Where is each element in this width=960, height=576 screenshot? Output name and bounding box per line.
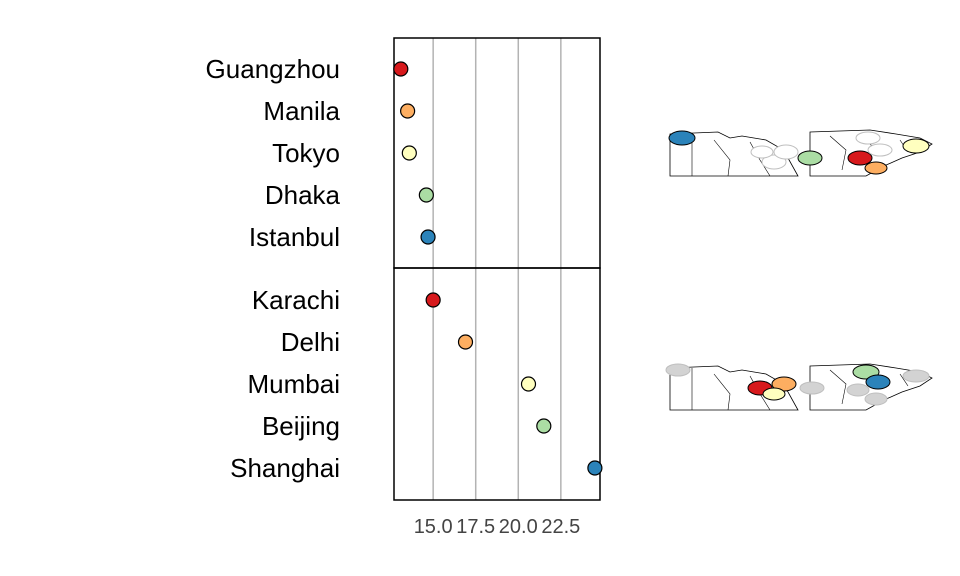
data-points (393, 61, 603, 476)
map-marker (855, 131, 881, 145)
map-border (713, 139, 731, 177)
map-landmass (669, 365, 799, 411)
x-axis-tick-labels: 15.0 17.5 20.0 22.5 (414, 516, 581, 538)
map-marker (864, 161, 888, 175)
data-point (400, 103, 416, 119)
gridlines (432, 38, 562, 500)
map-marker (902, 369, 930, 383)
data-point (420, 229, 436, 245)
data-point (401, 145, 417, 161)
map-marker (867, 143, 893, 157)
city-label: Manila (263, 96, 340, 126)
x-tick-label: 17.5 (456, 516, 495, 538)
map-marker (799, 381, 825, 395)
city-label: Shanghai (230, 453, 340, 483)
map-border (829, 135, 847, 171)
data-point (418, 187, 434, 203)
data-point (393, 61, 409, 77)
data-point (520, 376, 537, 392)
x-tick-label: 20.0 (499, 516, 538, 538)
city-label: Guangzhou (206, 54, 340, 84)
data-point (425, 292, 441, 308)
x-tick-label: 22.5 (541, 516, 580, 538)
city-label: Tokyo (272, 138, 340, 168)
city-label: Dhaka (265, 180, 341, 210)
panel-frames (393, 37, 601, 501)
map-marker (797, 150, 823, 166)
map-marker (846, 383, 870, 397)
map-marker (847, 150, 873, 166)
city-label: Karachi (252, 285, 340, 315)
city-label: Mumbai (248, 369, 340, 399)
x-tick-label: 15.0 (414, 516, 453, 538)
map-marker (773, 144, 799, 160)
map-marker (665, 363, 691, 377)
map-marker (668, 130, 696, 146)
map-inset (665, 363, 933, 411)
map-marker (864, 392, 888, 406)
data-point (587, 460, 603, 476)
map-marker (762, 387, 786, 401)
city-label: Istanbul (249, 222, 340, 252)
city-labels: Guangzhou Manila Tokyo Dhaka Istanbul Karachi… (206, 54, 341, 483)
map-marker (750, 145, 774, 159)
city-label: Beijing (262, 411, 340, 441)
map-border (829, 369, 847, 405)
map-inset (668, 129, 933, 177)
map-insets (665, 129, 933, 411)
map-border (899, 373, 909, 387)
map-border (713, 373, 731, 411)
data-point (457, 334, 474, 350)
map-marker (902, 138, 930, 154)
data-point (536, 418, 552, 434)
map-marker (865, 374, 891, 390)
panel-frame (393, 267, 601, 501)
city-label: Delhi (281, 327, 340, 357)
